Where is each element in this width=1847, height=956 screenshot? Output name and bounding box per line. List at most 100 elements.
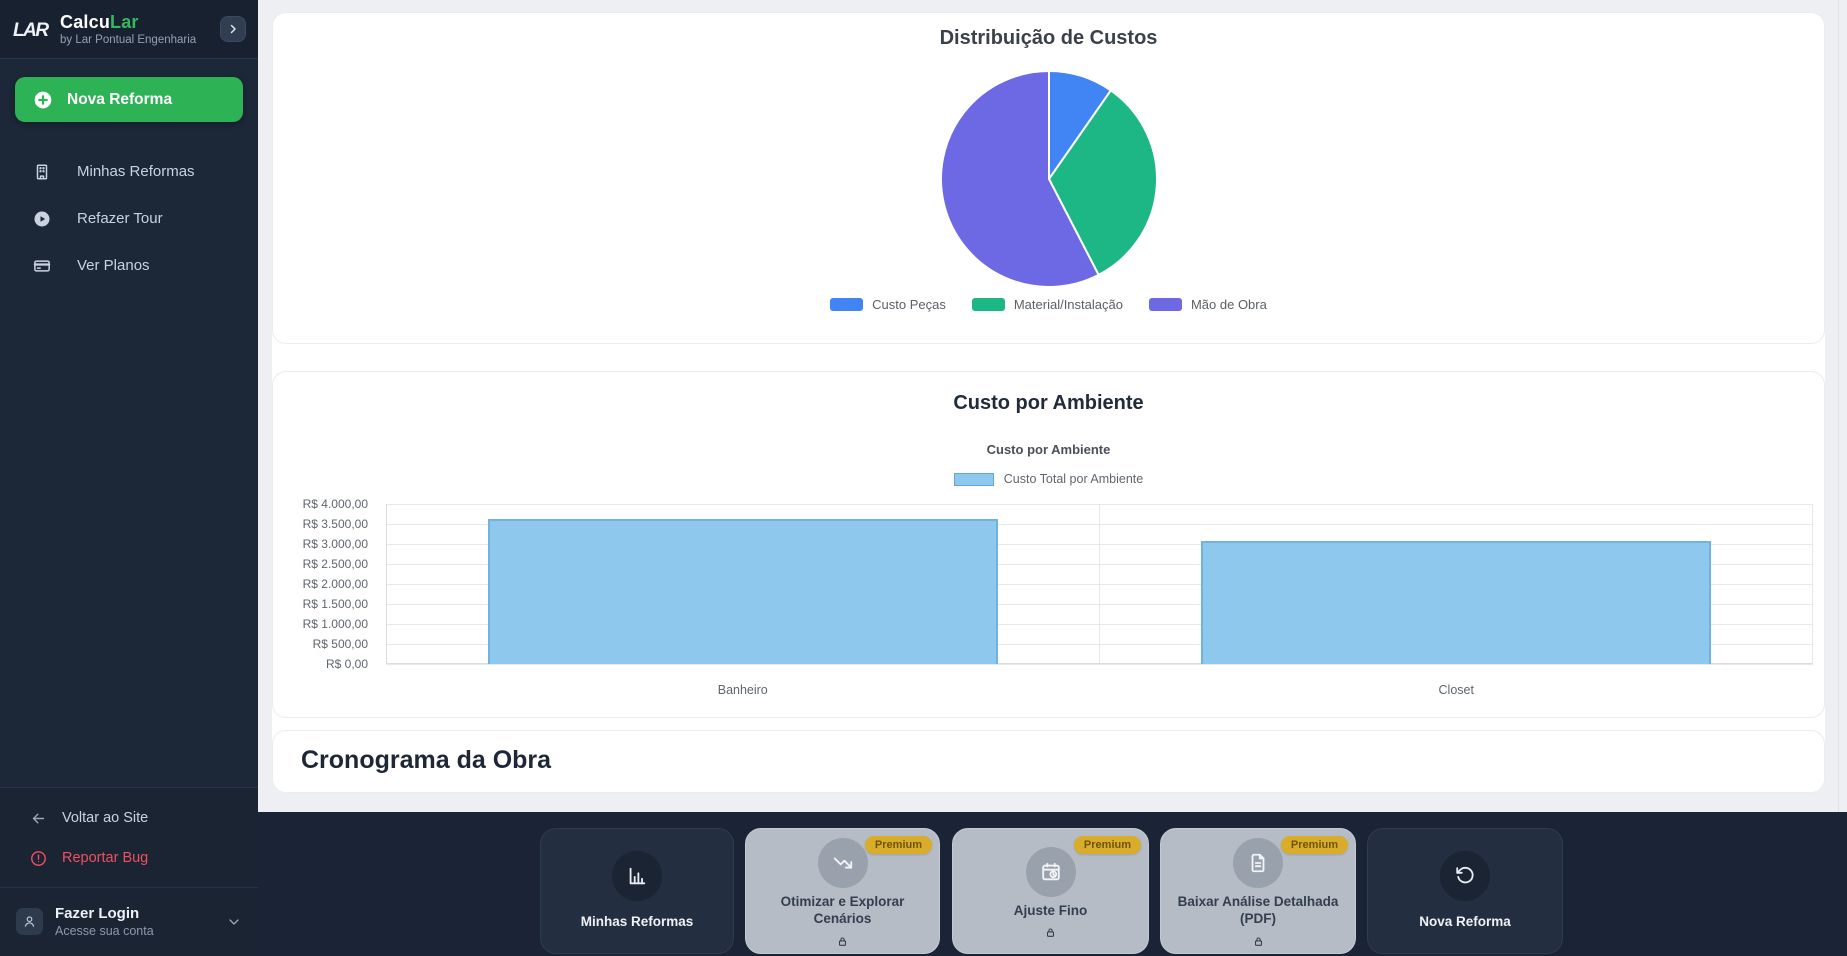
- login-title: Fazer Login: [55, 905, 140, 922]
- pie-chart[interactable]: [937, 67, 1161, 291]
- y-axis-label: R$ 2.500,00: [302, 557, 368, 571]
- calendar-clock-icon: [1025, 846, 1076, 897]
- gridline: [386, 524, 1813, 525]
- sidebar-item-ver-planos[interactable]: Ver Planos: [0, 242, 258, 289]
- nova-reforma-label: Nova Reforma: [67, 90, 173, 108]
- bar-legend-item[interactable]: Custo Total por Ambiente: [273, 472, 1824, 486]
- sidebar-header: LAR CalcuLar by Lar Pontual Engenharia: [0, 0, 258, 59]
- login-row[interactable]: Fazer Login Acesse sua conta: [0, 887, 258, 956]
- gridline: [386, 604, 1813, 605]
- sidebar: LAR CalcuLar by Lar Pontual Engenharia N…: [0, 0, 258, 956]
- pie-chart-title: Distribuição de Custos: [939, 27, 1158, 49]
- x-axis-label: Banheiro: [717, 683, 768, 697]
- toolbar-button-label: Otimizar e Explorar Cenários: [780, 894, 905, 926]
- premium-badge: Premium: [1073, 836, 1141, 854]
- svg-text:LAR: LAR: [13, 20, 49, 41]
- y-axis-line: [386, 504, 387, 664]
- pie-legend-label: Mão de Obra: [1190, 297, 1267, 312]
- gridline: [386, 584, 1813, 585]
- gridline: [386, 564, 1813, 565]
- toolbar-button-label: Minhas Reformas: [580, 914, 694, 930]
- pie-slice-2[interactable]: [1047, 89, 1158, 276]
- alert-circle-icon: [30, 850, 47, 867]
- lock-icon: [1252, 935, 1265, 948]
- bar-chart-icon: [612, 851, 662, 902]
- sidebar-item-label: Refazer Tour: [77, 210, 163, 227]
- pie-legend-swatch: [830, 298, 864, 311]
- login-subtitle: Acesse sua conta: [55, 924, 154, 938]
- scrollbar-track[interactable]: [1838, 0, 1839, 812]
- chevron-down-icon: [226, 914, 242, 930]
- y-axis-label: R$ 3.000,00: [302, 537, 368, 551]
- arrow-left-icon: [30, 810, 47, 827]
- app-title: CalcuLar: [60, 12, 139, 33]
- nova-reforma-button[interactable]: Nova Reforma: [15, 77, 243, 122]
- pie-legend-item[interactable]: Material/Instalação: [971, 297, 1123, 312]
- lock-icon: [836, 935, 849, 948]
- building-icon: [33, 163, 51, 181]
- premium-badge: Premium: [1280, 836, 1348, 854]
- chevron-right-icon: [227, 23, 239, 35]
- gridline: [386, 504, 1813, 505]
- toolbar-baixar-pdf-button[interactable]: Premium Baixar Análise Detalhada (PDF): [1160, 828, 1356, 954]
- bottom-toolbar: Minhas Reformas Premium Otimizar e Explo…: [258, 812, 1847, 956]
- x-axis-label: Closet: [1438, 683, 1474, 697]
- gridline: [386, 544, 1813, 545]
- plus-circle-icon: [33, 90, 53, 110]
- bar-legend-label: Custo Total por Ambiente: [1003, 472, 1144, 486]
- gridline-vertical: [1812, 504, 1813, 664]
- sidebar-item-label: Minhas Reformas: [77, 163, 195, 180]
- x-axis-line: [386, 663, 1813, 664]
- bar-card-title: Custo por Ambiente: [953, 392, 1144, 414]
- sidebar-footer: Voltar ao Site Reportar Bug Fazer Login …: [0, 787, 258, 956]
- sidebar-spacer: [0, 289, 258, 787]
- pie-legend: Custo Peças Material/Instalação Mão de Obr…: [273, 297, 1824, 312]
- y-axis-label: R$ 500,00: [312, 637, 368, 651]
- toolbar-otimizar-cenarios-button[interactable]: Premium Otimizar e Explorar Cenários: [745, 828, 940, 954]
- report-bug-label: Reportar Bug: [62, 850, 149, 866]
- sidebar-item-minhas-reformas[interactable]: Minhas Reformas: [0, 148, 258, 195]
- bar-chart-card: Custo por Ambiente Custo por Ambiente Cu…: [272, 371, 1825, 718]
- toolbar-minhas-reformas-button[interactable]: Minhas Reformas: [540, 828, 734, 954]
- pie-legend-item[interactable]: Custo Peças: [830, 297, 946, 312]
- toolbar-button-label: Ajuste Fino: [1013, 902, 1088, 918]
- pie-legend-swatch: [1148, 298, 1182, 311]
- bar-legend-swatch: [953, 472, 994, 486]
- schedule-card: Cronograma da Obra: [272, 730, 1825, 793]
- bar-y-axis-labels: R$ 4.000,00 R$ 3.500,00 R$ 3.000,00 R$ 2.50…: [273, 372, 377, 717]
- y-axis-label: R$ 3.500,00: [302, 517, 368, 531]
- back-to-site-label: Voltar ao Site: [62, 810, 149, 826]
- y-axis-label: R$ 2.000,00: [302, 577, 368, 591]
- login-text: Fazer Login Acesse sua conta: [55, 905, 154, 938]
- sidebar-item-label: Ver Planos: [77, 257, 150, 274]
- file-text-icon: [1233, 838, 1283, 889]
- back-to-site-link[interactable]: Voltar ao Site: [0, 798, 258, 838]
- toolbar-button-label: Nova Reforma: [1419, 914, 1511, 930]
- pie-slice-3[interactable]: [939, 70, 1100, 288]
- y-axis-label: R$ 4.000,00: [302, 497, 368, 511]
- report-bug-link[interactable]: Reportar Bug: [0, 838, 258, 878]
- credit-card-icon: [33, 257, 51, 275]
- schedule-title: Cronograma da Obra: [301, 746, 552, 774]
- pie-legend-item[interactable]: Mão de Obra: [1148, 297, 1267, 312]
- app-subtitle: by Lar Pontual Engenharia: [60, 33, 197, 46]
- bar-closet[interactable]: [1201, 541, 1712, 664]
- y-axis-label: R$ 1.500,00: [302, 597, 368, 611]
- pie-legend-label: Material/Instalação: [1013, 297, 1123, 312]
- play-circle-icon: [33, 210, 51, 228]
- premium-badge: Premium: [864, 836, 932, 854]
- y-axis-label: R$ 0,00: [325, 657, 368, 671]
- y-axis-label: R$ 1.000,00: [302, 617, 368, 631]
- rotate-ccw-icon: [1440, 851, 1490, 902]
- trending-down-icon: [817, 838, 868, 889]
- bar-plot-area: Banheiro Closet: [386, 504, 1813, 697]
- toolbar-ajuste-fino-button[interactable]: Premium Ajuste Fino: [952, 828, 1149, 954]
- sidebar-collapse-button[interactable]: [220, 16, 246, 42]
- toolbar-button-label: Baixar Análise Detalhada (PDF): [1177, 894, 1339, 926]
- toolbar-nova-reforma-button[interactable]: Nova Reforma: [1367, 828, 1563, 954]
- bar-banheiro[interactable]: [487, 519, 998, 664]
- gridline: [386, 664, 1813, 665]
- sidebar-item-refazer-tour[interactable]: Refazer Tour: [0, 195, 258, 242]
- gridline: [386, 624, 1813, 625]
